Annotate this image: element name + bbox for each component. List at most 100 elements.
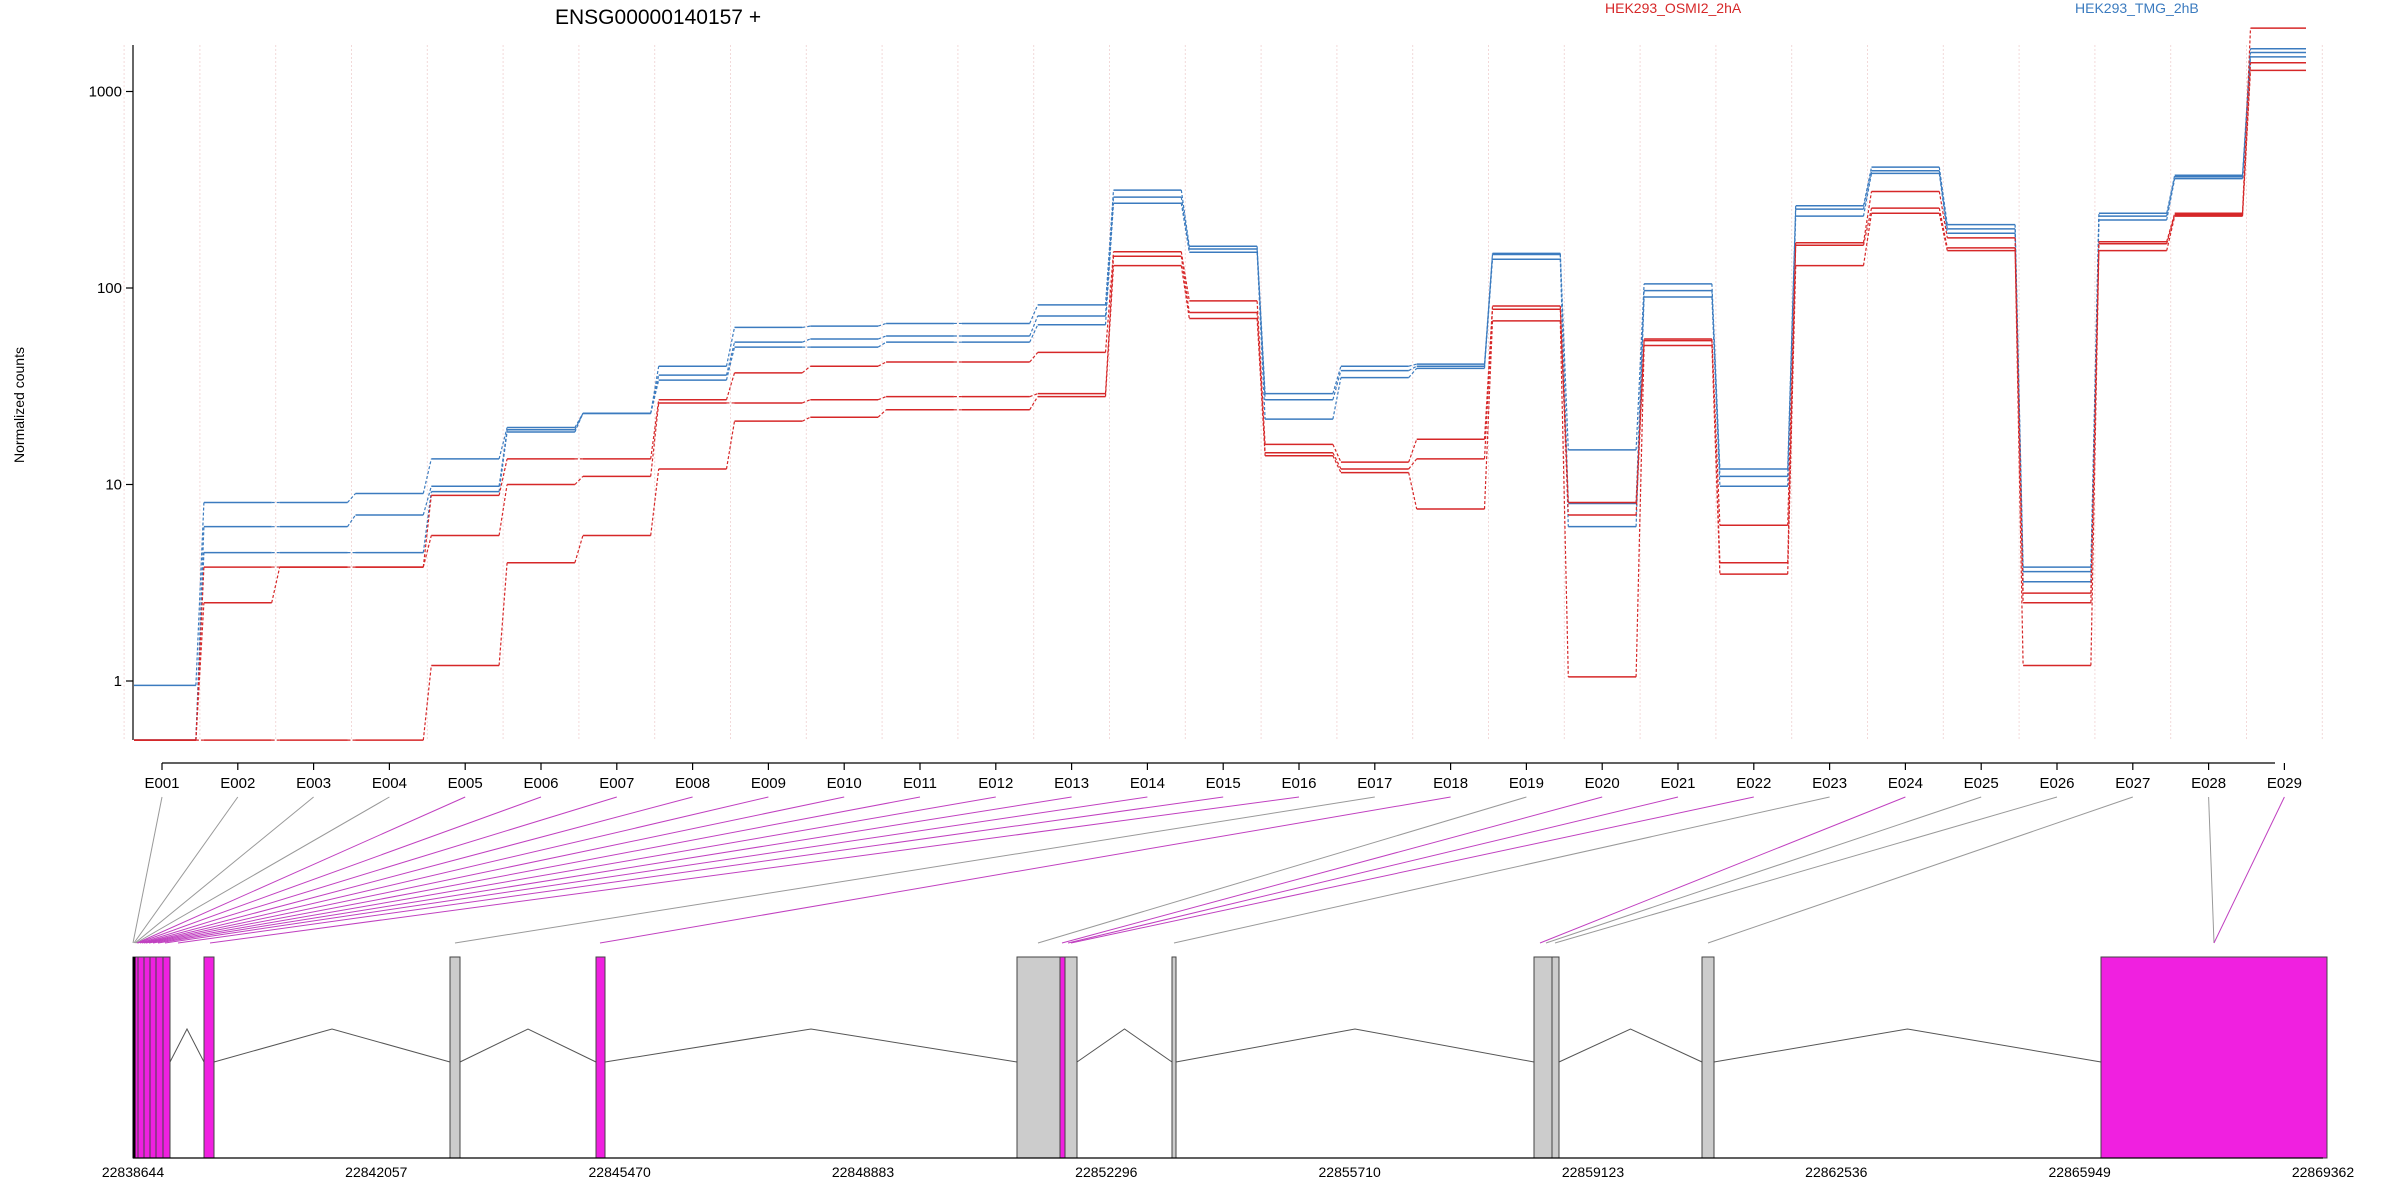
series-HEK293_TMG_2hB bbox=[134, 56, 2306, 741]
exon-box bbox=[1533, 956, 1553, 1159]
series-connector bbox=[725, 347, 736, 381]
exon-connector bbox=[134, 796, 314, 944]
series-connector bbox=[1635, 296, 1645, 527]
series-connector bbox=[347, 514, 356, 528]
exon-connector bbox=[177, 796, 1224, 944]
series-connector bbox=[1180, 251, 1190, 301]
x-tick-label: E026 bbox=[2039, 775, 2074, 792]
coordinate-label: 22845470 bbox=[589, 1164, 652, 1180]
exon-connector bbox=[1554, 796, 2058, 944]
series-connector bbox=[1483, 259, 1494, 369]
exon-box bbox=[2100, 956, 2328, 1159]
exon-connector bbox=[209, 796, 1300, 944]
series-connector bbox=[1104, 251, 1115, 353]
x-tick-label: E028 bbox=[2191, 775, 2226, 792]
series-HEK293_OSMI2_2hA bbox=[134, 69, 2306, 741]
exon-connector bbox=[133, 796, 239, 944]
intron-line bbox=[1713, 1028, 2102, 1063]
series-connector bbox=[725, 421, 736, 470]
series-connector bbox=[1408, 458, 1418, 470]
exon-connector bbox=[148, 796, 921, 944]
x-tick-label: E023 bbox=[1812, 775, 1847, 792]
exon-box bbox=[1551, 956, 1560, 1159]
x-tick-label: E029 bbox=[2267, 775, 2302, 792]
series-connector bbox=[802, 399, 811, 404]
series-connector bbox=[877, 361, 887, 367]
x-tick-label: E014 bbox=[1130, 775, 1165, 792]
x-tick-label: E001 bbox=[144, 775, 179, 792]
series-connector bbox=[650, 402, 660, 477]
series-connector bbox=[1711, 296, 1721, 487]
series-connector bbox=[802, 338, 811, 343]
legend-entry-tmg: HEK293_TMG_2hB bbox=[2075, 0, 2199, 16]
series-connector bbox=[1256, 252, 1266, 420]
series-connector bbox=[1559, 305, 1569, 503]
series-layer bbox=[134, 27, 2306, 741]
series-connector bbox=[1408, 367, 1418, 378]
x-tick-label: E009 bbox=[751, 775, 786, 792]
exon-box bbox=[203, 956, 215, 1159]
exon-connector bbox=[157, 796, 1072, 944]
coordinate-label: 22848883 bbox=[832, 1164, 895, 1180]
coordinate-label: 22869362 bbox=[2292, 1164, 2355, 1180]
coordinate-label: 22862536 bbox=[1805, 1164, 1868, 1180]
x-tick-label: E025 bbox=[1964, 775, 1999, 792]
exon-connector bbox=[136, 796, 466, 944]
exon-connector bbox=[152, 796, 996, 944]
coordinate-label: 22852296 bbox=[1075, 1164, 1138, 1180]
series-connector bbox=[650, 468, 660, 536]
exon-connector bbox=[145, 796, 845, 944]
exon-boxes bbox=[132, 956, 2328, 1159]
series-connector bbox=[422, 458, 432, 494]
intron-line bbox=[213, 1028, 451, 1063]
series-connector bbox=[1180, 265, 1190, 319]
series-connector bbox=[1029, 315, 1039, 337]
series-connector bbox=[2241, 52, 2252, 179]
series-connector bbox=[1787, 216, 1797, 487]
series-connector bbox=[1559, 320, 1569, 677]
exon-box bbox=[595, 956, 606, 1159]
x-tick-label: E005 bbox=[448, 775, 483, 792]
exon-box bbox=[143, 956, 151, 1159]
series-connector bbox=[574, 413, 584, 433]
intron-line bbox=[459, 1028, 597, 1063]
series-connector bbox=[1104, 203, 1115, 325]
x-tick-label: E024 bbox=[1888, 775, 1923, 792]
x-tick-label: E003 bbox=[296, 775, 331, 792]
series-connector bbox=[1029, 393, 1038, 398]
series-connector bbox=[877, 396, 887, 401]
exon-connector bbox=[1070, 796, 1754, 944]
y-axis: 1 10 100 1000 bbox=[89, 45, 134, 740]
intron-line bbox=[1175, 1028, 1535, 1063]
exon-box bbox=[162, 956, 171, 1159]
series-connector bbox=[1938, 191, 1948, 238]
series-connector bbox=[1029, 324, 1039, 343]
series-connector bbox=[422, 491, 432, 553]
exon-connector bbox=[599, 796, 1451, 944]
series-connector bbox=[1787, 265, 1797, 575]
x-tick-label: E016 bbox=[1281, 775, 1316, 792]
x-tick-label: E012 bbox=[978, 775, 1013, 792]
series-connector bbox=[1408, 365, 1417, 372]
exon-box bbox=[1701, 956, 1715, 1159]
series-connector bbox=[2241, 70, 2252, 217]
series-connector bbox=[877, 322, 887, 327]
series-connector bbox=[1635, 338, 1645, 503]
exon-connector bbox=[137, 796, 542, 944]
series-connector bbox=[498, 484, 508, 536]
exon-box bbox=[449, 956, 461, 1159]
x-tick-label: E007 bbox=[599, 775, 634, 792]
series-connector bbox=[1483, 320, 1494, 510]
series-connector bbox=[650, 379, 660, 414]
exon-connector bbox=[135, 796, 390, 944]
x-tick-label: E017 bbox=[1357, 775, 1392, 792]
series-connector bbox=[1862, 191, 1873, 243]
series-connector bbox=[1180, 203, 1190, 253]
series-connector bbox=[1483, 309, 1494, 459]
intron-line bbox=[1076, 1028, 1173, 1063]
series-connector bbox=[195, 502, 205, 686]
series-connector bbox=[1862, 213, 1873, 266]
exon-connector bbox=[1707, 796, 2133, 944]
series-connector bbox=[1938, 213, 1948, 251]
series-connector bbox=[1180, 256, 1190, 313]
